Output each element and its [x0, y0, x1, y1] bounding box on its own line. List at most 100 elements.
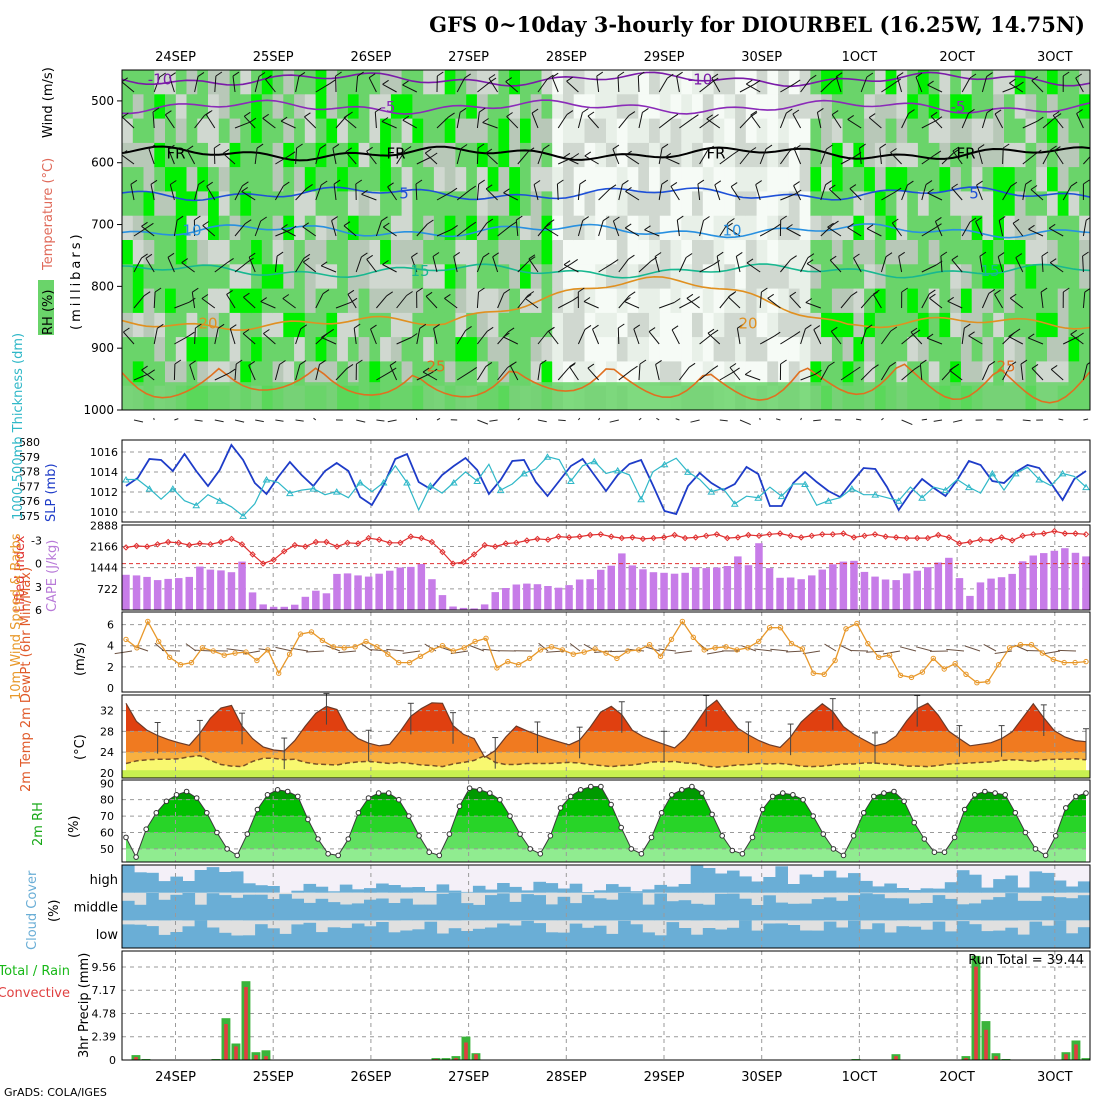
top-date-label: 3OCT: [1037, 50, 1073, 65]
rh-patch: [864, 288, 876, 314]
rh-marker: [689, 783, 695, 790]
rh-patch: [563, 337, 575, 362]
rh-patch: [1014, 142, 1027, 168]
rh-patch: [390, 94, 403, 120]
rh-patch: [197, 288, 209, 314]
wind-barb-feather: [817, 107, 824, 113]
cape-bar: [945, 557, 953, 610]
wind-barb-feather: [256, 143, 264, 149]
wind-barb: [1075, 77, 1084, 93]
wind-barb: [531, 112, 539, 129]
wind-barb: [1082, 220, 1087, 237]
wind-barb: [374, 111, 377, 129]
rh-patch: [165, 337, 177, 362]
rh-patch: [143, 264, 155, 290]
wind-barb-feather: [281, 224, 288, 229]
wind-barb: [456, 112, 461, 129]
cape-bar: [618, 553, 626, 610]
cloud-cell: [1005, 875, 1018, 893]
wind-speed-marker: [439, 643, 446, 649]
wind10m-barb: [824, 643, 837, 652]
cloud-cell: [1077, 895, 1091, 921]
rh-patch: [283, 94, 295, 120]
rh-patch: [821, 167, 833, 192]
rh-patch: [186, 167, 198, 192]
rh-patch: [552, 288, 564, 314]
rh-patch: [627, 118, 639, 144]
dewpoint-line: [125, 754, 1087, 768]
cloud-cell: [727, 870, 740, 893]
wind-barb-feather: [509, 221, 517, 227]
wind-barb-feather: [329, 79, 336, 85]
wind-barb-feather: [1070, 181, 1078, 187]
cape-bar: [533, 584, 542, 610]
rh-patch: [735, 142, 747, 168]
rh-patch: [1004, 167, 1016, 192]
precip-tick-label: 2.39: [92, 1031, 117, 1044]
rh-patch: [552, 361, 564, 387]
wind-speed-marker: [417, 653, 424, 659]
wind-speed-marker: [516, 662, 522, 668]
wind-barb-feather: [986, 108, 994, 114]
wind-barb-feather: [713, 259, 720, 265]
cape-bar: [480, 604, 489, 610]
rh-patch: [444, 167, 457, 192]
wind-barb: [994, 113, 1004, 129]
rh-patch: [788, 118, 801, 144]
lifted-index-marker: [892, 534, 900, 541]
lifted-index-marker: [1030, 531, 1037, 538]
wind-barb-feather: [853, 253, 860, 259]
cloud-cell: [775, 923, 788, 948]
wind-speed-marker: [941, 666, 947, 672]
rh-patch: [186, 240, 198, 265]
rh-patch: [369, 94, 381, 120]
wind-barb: [563, 156, 579, 165]
rh-patch: [218, 70, 231, 95]
wind-barb: [859, 148, 862, 165]
rh-patch: [896, 118, 908, 144]
wind-barb: [800, 328, 806, 345]
rh-patch: [175, 70, 188, 95]
rh-patch: [530, 288, 543, 314]
wind-barb: [976, 184, 983, 201]
rh-patch: [455, 312, 467, 338]
rh-patch: [853, 215, 865, 241]
wind-barb-feather: [197, 71, 205, 77]
wind-barb-feather: [746, 79, 753, 85]
wind-barb-feather: [829, 255, 837, 261]
wind-barb: [880, 330, 892, 345]
cloud-cell: [799, 903, 813, 921]
wind-barb: [1009, 82, 1024, 93]
cloud-cell: [485, 927, 498, 948]
wind-barb-feather: [716, 251, 724, 257]
rh-patch: [186, 94, 198, 120]
rh-patch: [638, 288, 650, 314]
lifted-index-marker: [987, 537, 995, 544]
rh-patch: [917, 288, 930, 314]
thickness-tick-label: 577: [19, 480, 40, 493]
wind-barb-feather: [566, 76, 573, 82]
rh-patch: [778, 94, 790, 120]
rh-patch: [971, 191, 984, 217]
rh-patch: [369, 264, 381, 290]
wind-barb: [1052, 115, 1064, 129]
rh-patch: [842, 337, 854, 362]
rh-patch: [476, 240, 489, 265]
cape-bar: [438, 595, 447, 610]
rh-marker: [163, 798, 170, 805]
wind-speed-marker: [254, 657, 260, 664]
rh-patch: [842, 167, 854, 192]
thickness-marker: [332, 488, 341, 495]
rh-patch: [294, 312, 306, 338]
rh-patch: [917, 264, 930, 290]
rh-patch: [745, 215, 758, 241]
wind-barb-feather: [1009, 293, 1017, 299]
rh-patch: [304, 94, 317, 120]
rh-patch: [337, 167, 349, 192]
wind-barb: [915, 76, 923, 93]
wind-barb-feather: [746, 258, 754, 264]
temp-tick-label: 24: [100, 746, 114, 759]
wind-barb: [755, 184, 761, 201]
wind-barb: [295, 328, 302, 345]
wind-barb: [345, 151, 357, 165]
